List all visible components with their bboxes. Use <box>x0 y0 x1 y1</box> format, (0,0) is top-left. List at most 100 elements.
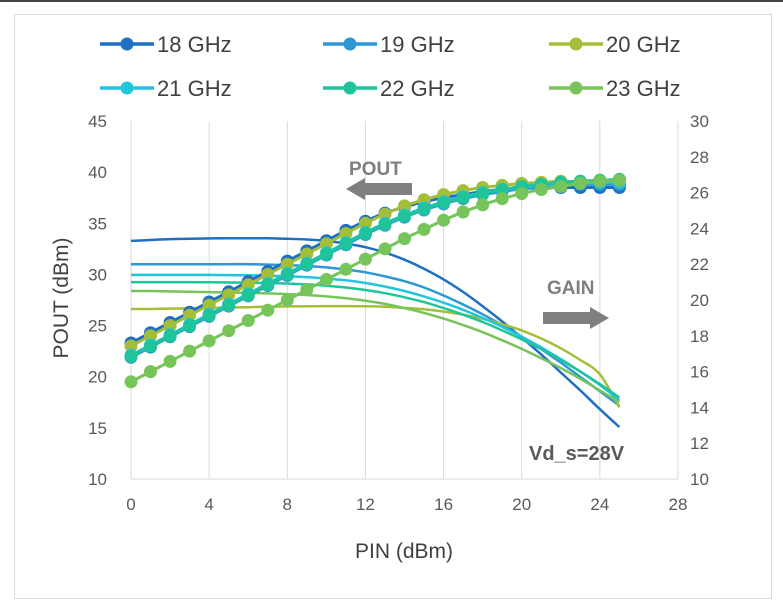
y2-tick-label: 10 <box>690 470 709 489</box>
legend-label: 21 GHz <box>157 76 232 101</box>
pout-point <box>358 216 372 230</box>
pout-line-21-ghz <box>130 180 620 357</box>
pout-point <box>378 207 392 221</box>
legend-item-20-ghz: 20 GHz <box>549 32 681 57</box>
y2-tick-label: 12 <box>690 434 709 453</box>
gain-curves <box>130 236 621 429</box>
legend-label: 22 GHz <box>380 76 455 101</box>
legend-swatch-marker <box>569 37 583 51</box>
annotation-pout: POUT <box>349 159 402 180</box>
pout-point <box>358 252 372 266</box>
pout-point <box>183 344 197 358</box>
y-tick-label: 20 <box>88 368 107 387</box>
pout-series-21-ghz <box>124 175 626 362</box>
pout-point <box>476 187 490 201</box>
x-tick-label: 28 <box>669 495 688 514</box>
pout-point <box>144 365 157 379</box>
pout-point <box>476 198 490 212</box>
y-tick-label: 35 <box>88 214 107 233</box>
x-tick-label: 4 <box>204 495 213 514</box>
pout-point <box>280 293 294 307</box>
pout-point <box>300 283 314 297</box>
y2-tick-label: 30 <box>690 112 709 131</box>
pout-point <box>378 242 392 256</box>
y2-tick-label: 18 <box>690 327 709 346</box>
pout-point <box>222 324 236 338</box>
pout-point <box>183 308 197 322</box>
y2-tick-label: 14 <box>690 398 709 417</box>
y-axis-label: POUT (dBm) <box>50 238 73 359</box>
pout-point <box>241 278 255 292</box>
legend-label: 23 GHz <box>606 76 681 101</box>
pout-point <box>124 375 138 389</box>
pout-point <box>300 247 314 261</box>
pout-point <box>554 180 568 193</box>
y2-tick-label: 28 <box>690 148 709 167</box>
pout-arrow-icon <box>346 178 412 200</box>
pout-point <box>280 267 294 281</box>
pout-point <box>144 339 157 353</box>
y-tick-label: 25 <box>88 317 107 336</box>
x-tick-label: 16 <box>434 495 453 514</box>
pout-point <box>495 192 509 206</box>
pout-point <box>339 227 353 240</box>
pout-point <box>612 173 626 187</box>
pout-point <box>241 288 255 302</box>
x-tick-label: 12 <box>356 495 375 514</box>
pout-point <box>261 267 275 281</box>
pout-point <box>437 196 451 210</box>
pout-point <box>515 187 529 201</box>
y2-tick-label: 24 <box>690 219 709 238</box>
pout-point <box>398 199 411 213</box>
pout-point <box>437 213 451 227</box>
pout-series-19-ghz <box>124 177 626 364</box>
pout-point <box>417 202 431 216</box>
pout-point <box>339 237 353 251</box>
pout-point <box>319 237 333 251</box>
pout-point <box>495 183 509 196</box>
pout-line-19-ghz <box>130 182 620 359</box>
axes: 0 4 8 12 16 20 24 28101520253035404510121416182… <box>88 112 709 514</box>
y2-tick-label: 20 <box>690 291 709 310</box>
x-axis-label: PIN (dBm) <box>355 540 453 563</box>
legend-swatch-marker <box>120 37 134 51</box>
pout-point <box>163 354 177 368</box>
y-tick-label: 45 <box>88 112 107 131</box>
legend-item-22-ghz: 22 GHz <box>323 76 455 101</box>
legend-label: 18 GHz <box>157 32 232 57</box>
pout-point <box>456 191 470 205</box>
pout-point <box>202 334 216 348</box>
x-tick-label: 0 <box>126 495 135 514</box>
pout-point <box>183 319 197 333</box>
pout-series-23-ghz <box>124 173 626 389</box>
pout-series-22-ghz <box>124 172 626 363</box>
pout-point <box>222 298 236 312</box>
gain-line-21-ghz <box>131 273 621 402</box>
pout-point <box>144 329 157 343</box>
pout-point <box>358 227 372 240</box>
legend-item-23-ghz: 23 GHz <box>549 76 681 101</box>
legend-label: 20 GHz <box>606 32 681 57</box>
pout-point <box>378 217 392 231</box>
legend-item-21-ghz: 21 GHz <box>100 76 232 101</box>
pout-line-22-ghz <box>130 177 620 358</box>
pout-point <box>124 339 138 353</box>
pout-point <box>534 183 548 196</box>
pout-point <box>398 209 411 223</box>
y-tick-label: 40 <box>88 163 107 182</box>
pout-point <box>202 298 216 312</box>
pout-point <box>417 222 431 236</box>
pout-curves <box>124 172 626 389</box>
x-tick-label: 24 <box>590 495 609 514</box>
gain-line-18-ghz <box>130 236 621 429</box>
pout-point <box>163 319 177 333</box>
gain-line-22-ghz <box>131 280 621 399</box>
pout-point <box>202 308 216 322</box>
legend-swatch-marker <box>343 37 357 51</box>
pout-point <box>241 314 255 327</box>
gain-arrow-icon <box>543 307 609 329</box>
pout-point <box>319 247 333 261</box>
y-tick-label: 10 <box>88 470 107 489</box>
